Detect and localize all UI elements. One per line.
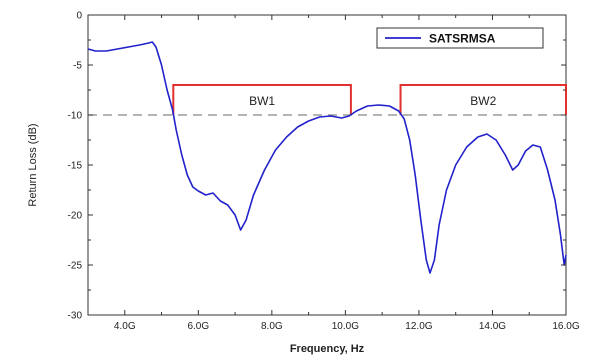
y-tick-label: -30 [68,311,83,322]
x-tick-label: 8.0G [261,321,283,332]
y-tick-label: -20 [68,211,83,222]
legend: SATSRMSA [377,28,543,48]
y-tick-label: -10 [68,111,83,122]
x-axis-title: Frequency, Hz [290,343,365,355]
legend-label: SATSRMSA [429,32,496,46]
y-tick-label: -25 [68,261,83,272]
series-layer [88,42,566,273]
x-tick-label: 6.0G [187,321,209,332]
series-line-satsrmsa [88,42,566,273]
x-tick-label: 16.0G [552,321,579,332]
band-label-bw1: BW1 [249,94,275,108]
y-tick-label: -15 [68,161,83,172]
ticks-layer: 4.0G 6.0G 8.0G 10.0G 12.0G 14.0G 16.0G 0 -5 -10 -1… [68,11,580,333]
y-tick-label: -5 [73,61,82,72]
band-label-bw2: BW2 [470,94,496,108]
y-tick-label: 0 [76,11,82,22]
bands-layer: BW1 BW2 [173,85,566,115]
x-tick-label: 10.0G [332,321,359,332]
x-tick-label: 12.0G [405,321,432,332]
x-tick-label: 4.0G [114,321,136,332]
y-axis-title: Return Loss (dB) [27,123,39,206]
x-tick-label: 14.0G [479,321,506,332]
